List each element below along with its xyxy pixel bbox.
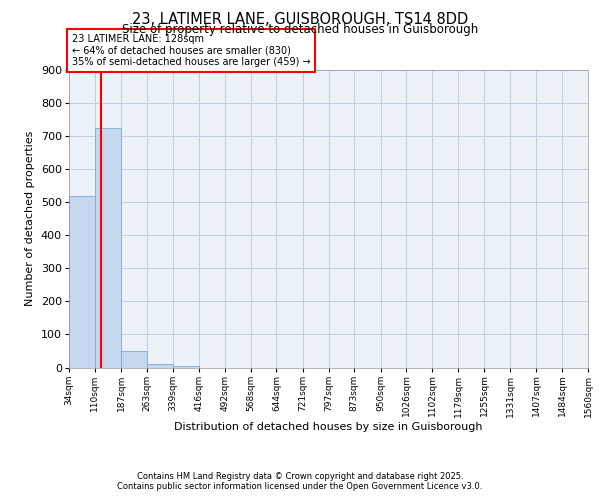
Y-axis label: Number of detached properties: Number of detached properties xyxy=(25,131,35,306)
Text: Size of property relative to detached houses in Guisborough: Size of property relative to detached ho… xyxy=(122,22,478,36)
Bar xyxy=(121,351,147,368)
Bar xyxy=(173,366,199,368)
Text: 23, LATIMER LANE, GUISBOROUGH, TS14 8DD: 23, LATIMER LANE, GUISBOROUGH, TS14 8DD xyxy=(132,12,468,28)
Bar xyxy=(69,196,95,368)
Text: Contains public sector information licensed under the Open Government Licence v3: Contains public sector information licen… xyxy=(118,482,482,491)
X-axis label: Distribution of detached houses by size in Guisborough: Distribution of detached houses by size … xyxy=(174,422,483,432)
Text: 23 LATIMER LANE: 128sqm
← 64% of detached houses are smaller (830)
35% of semi-d: 23 LATIMER LANE: 128sqm ← 64% of detache… xyxy=(71,34,310,67)
Bar xyxy=(147,364,173,368)
Text: Contains HM Land Registry data © Crown copyright and database right 2025.: Contains HM Land Registry data © Crown c… xyxy=(137,472,463,481)
Bar xyxy=(95,128,121,368)
